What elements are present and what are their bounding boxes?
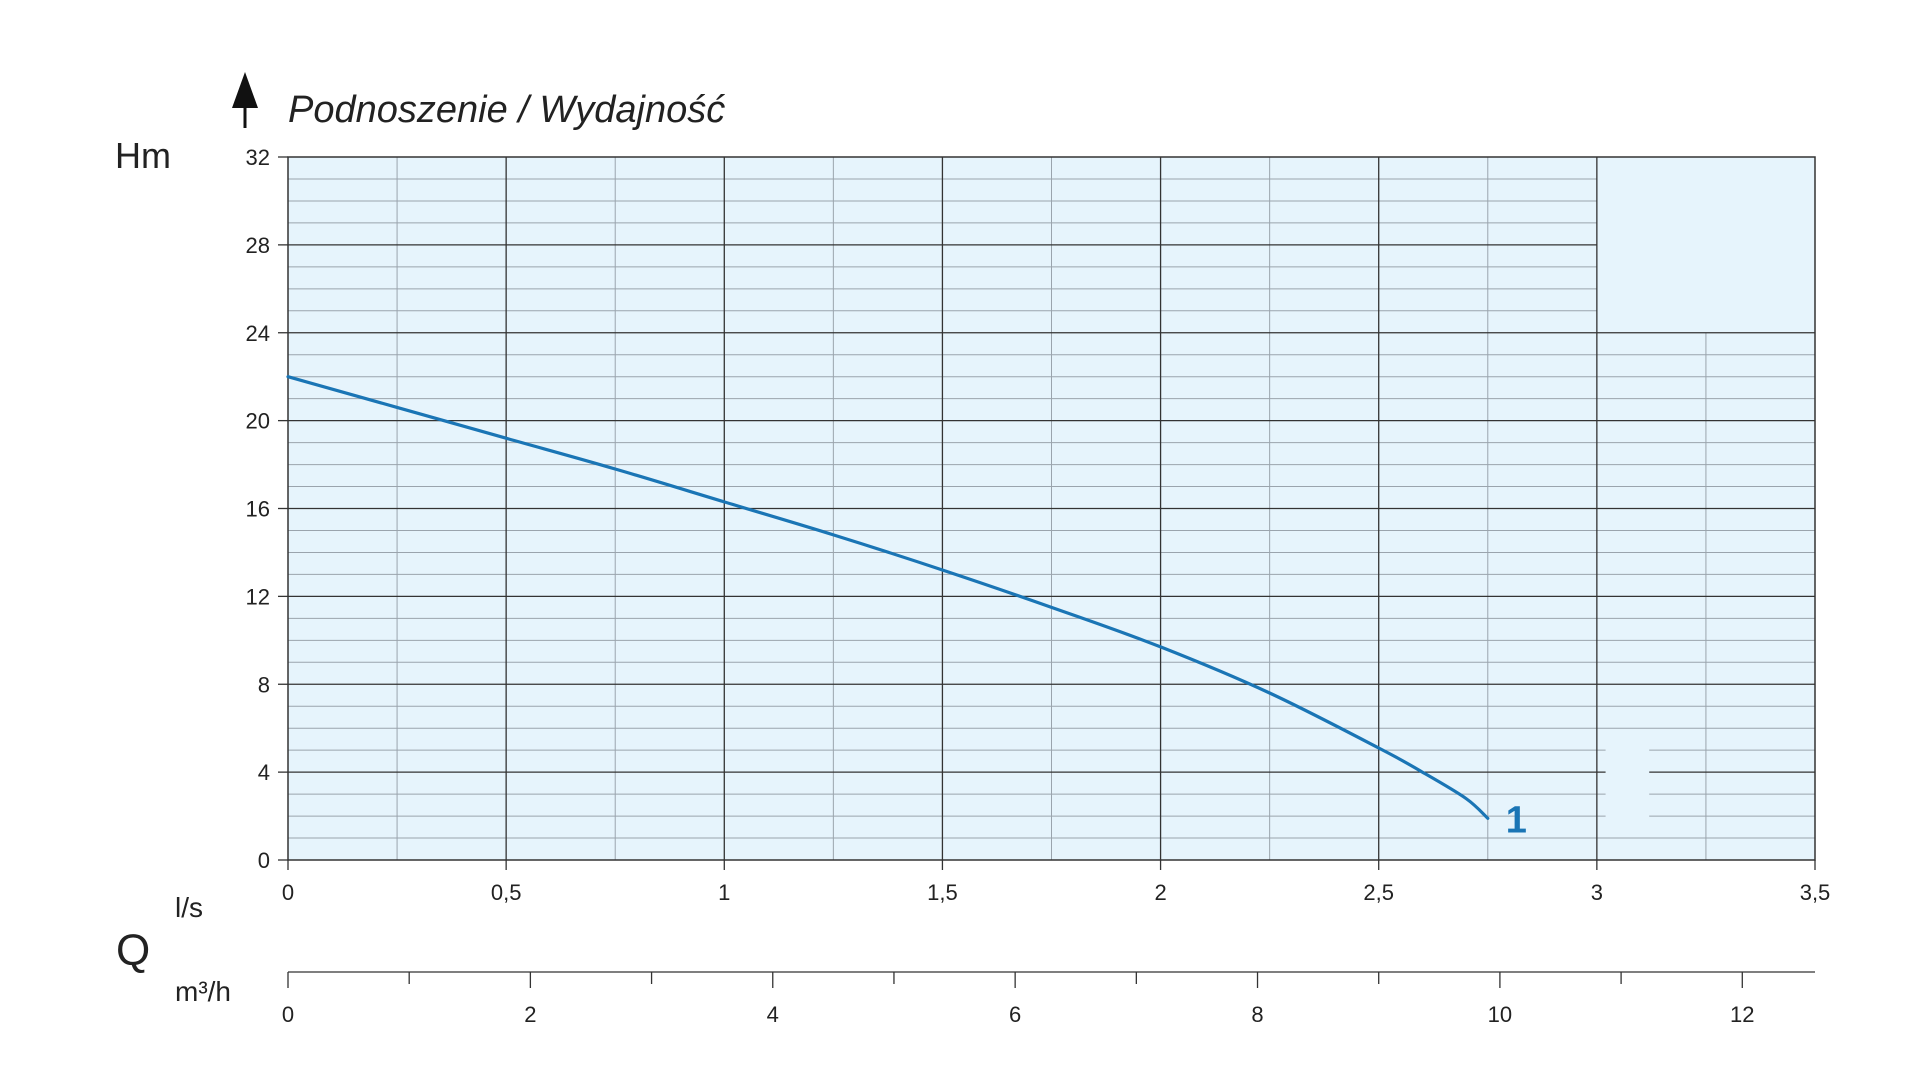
- y-tick-label: 0: [258, 848, 270, 873]
- secondary-x-tick-label: 2: [524, 1002, 536, 1027]
- x-axis-label: Q: [116, 926, 150, 975]
- y-tick-label: 4: [258, 760, 270, 785]
- chart-title: Podnoszenie / Wydajność: [288, 89, 725, 131]
- up-arrow-icon: [232, 72, 258, 128]
- secondary-x-tick-label: 6: [1009, 1002, 1021, 1027]
- y-tick-label: 8: [258, 672, 270, 697]
- secondary-x-tick-label: 8: [1251, 1002, 1263, 1027]
- x-tick-label: 3: [1591, 880, 1603, 905]
- x-unit-primary: l/s: [175, 892, 203, 923]
- secondary-x-tick-label: 4: [767, 1002, 779, 1027]
- secondary-x-tick-label: 10: [1488, 1002, 1512, 1027]
- x-unit-secondary: m³/h: [175, 976, 231, 1007]
- x-tick-label: 1: [718, 880, 730, 905]
- secondary-x-tick-label: 12: [1730, 1002, 1754, 1027]
- series-curve: [286, 375, 1490, 820]
- y-tick-label: 16: [246, 497, 270, 522]
- x-tick-label: 0: [282, 880, 294, 905]
- x-tick-label: 3,5: [1800, 880, 1831, 905]
- x-tick-label: 2: [1154, 880, 1166, 905]
- y-tick-label: 28: [246, 233, 270, 258]
- chart-header: Podnoszenie / Wydajność: [232, 72, 725, 131]
- plot-area: 1: [286, 156, 1816, 861]
- series-label: 1: [1506, 799, 1527, 841]
- grid-gap-patch: [1605, 745, 1650, 821]
- y-tick-label: 24: [246, 321, 270, 346]
- y-tick-label: 20: [246, 409, 270, 434]
- secondary-x-tick-label: 0: [282, 1002, 294, 1027]
- y-tick-label: 12: [246, 584, 270, 609]
- y-tick-label: 32: [246, 145, 270, 170]
- x-tick-label: 2,5: [1363, 880, 1394, 905]
- x-tick-label: 0,5: [491, 880, 522, 905]
- y-axis-label: Hm: [115, 135, 171, 176]
- x-tick-label: 1,5: [927, 880, 958, 905]
